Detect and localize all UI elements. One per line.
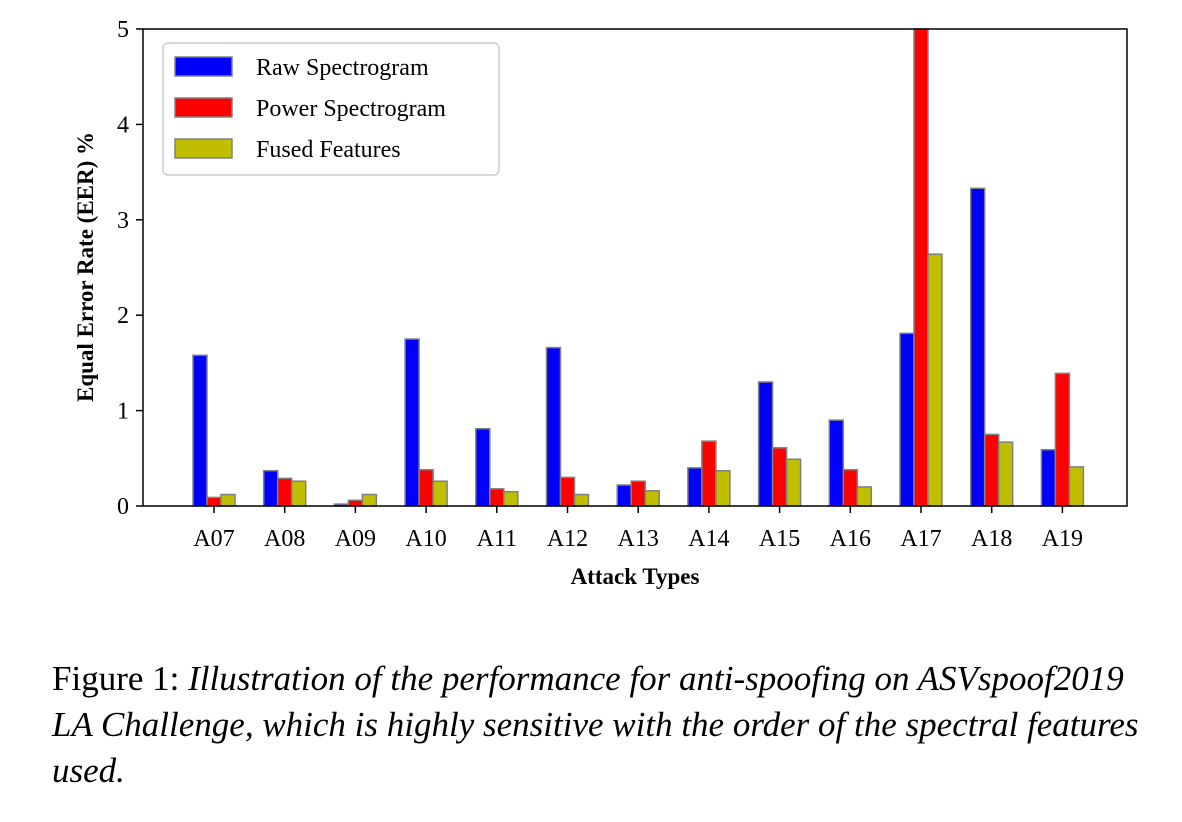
bar-a11-series-3 [503, 490, 519, 507]
bar-a09-series-2 [347, 499, 364, 507]
x-tick-label-a17: A17 [900, 526, 941, 552]
x-tick-label-a16: A16 [830, 526, 871, 552]
bar-a08-series-3 [290, 480, 307, 507]
legend-label-3: Fused Features [256, 137, 401, 163]
bar-a08-series-1 [262, 469, 279, 507]
y-axis-ticks: 0 1 2 3 4 5 [117, 17, 143, 520]
bar-a10-series-3 [432, 480, 448, 507]
y-tick-label: 1 [117, 399, 129, 425]
caption-label: Figure 1: [52, 659, 180, 698]
bar-a12-series-3 [573, 493, 590, 507]
caption-text: Illustration of the performance for anti… [52, 659, 1139, 790]
bar-a10-series-2 [418, 468, 434, 507]
bar-a15-series-1 [757, 381, 774, 507]
legend-label-1: Raw Spectrogram [256, 55, 429, 81]
legend-label-2: Power Spectrogram [256, 96, 446, 122]
bar-a07-series-1 [192, 354, 208, 507]
bar-a09-series-3 [361, 493, 378, 507]
y-axis-label: Equal Error Rate (EER) % [73, 132, 98, 402]
x-tick-label-a12: A12 [547, 526, 588, 552]
bar-a16-series-2 [842, 468, 859, 507]
bar-a07-series-2 [206, 496, 222, 507]
bar-a14-series-3 [715, 469, 731, 507]
legend-swatch-1 [174, 56, 233, 77]
bar-a17-series-2 [913, 28, 929, 507]
bars-group [192, 28, 1085, 507]
x-axis-ticks: A07 A08 A09 A10 A11 A12 A13 A14 A15 A16 A17 A18 A19 [193, 506, 1083, 552]
bar-a11-series-1 [475, 427, 491, 507]
legend-swatch-3 [174, 138, 233, 159]
x-tick-label-a10: A10 [405, 526, 446, 552]
y-tick-label: 0 [117, 494, 129, 520]
y-tick-label: 4 [117, 112, 129, 138]
bar-a14-series-2 [701, 440, 717, 507]
bar-a16-series-1 [828, 419, 845, 507]
x-tick-label-a14: A14 [688, 526, 729, 552]
bar-a12-series-2 [559, 476, 576, 507]
x-tick-label-a13: A13 [618, 526, 659, 552]
bar-a13-series-2 [630, 480, 646, 507]
legend: Raw Spectrogram Power Spectrogram Fused Fe… [162, 42, 500, 176]
bar-a12-series-1 [545, 346, 562, 507]
x-tick-label-a15: A15 [759, 526, 800, 552]
x-tick-label-a18: A18 [971, 526, 1012, 552]
bar-a19-series-1 [1040, 448, 1057, 507]
bar-a17-series-3 [927, 253, 943, 507]
bar-a19-series-3 [1068, 466, 1085, 507]
legend-swatch-2 [174, 97, 233, 118]
bar-a13-series-3 [644, 489, 660, 507]
figure-caption: Figure 1: Illustration of the performanc… [52, 656, 1147, 794]
bar-a15-series-2 [771, 447, 788, 507]
plot-frame [142, 28, 1128, 507]
x-tick-label-a07: A07 [193, 526, 234, 552]
bar-a18-series-1 [969, 187, 986, 507]
x-tick-label-a11: A11 [477, 526, 517, 552]
bar-a07-series-3 [220, 493, 236, 507]
bar-a18-series-2 [983, 433, 1000, 507]
x-tick-label-a19: A19 [1042, 526, 1083, 552]
y-tick-label: 5 [117, 17, 129, 43]
bar-a17-series-1 [899, 332, 915, 507]
bar-a08-series-2 [276, 477, 293, 507]
y-tick-label: 3 [117, 208, 129, 234]
bar-chart: 0 1 2 3 4 5 A07 A08 A09 A10 A11 A12 A13 A14 A15 A16 A17… [73, 17, 1128, 589]
legend-frame [162, 42, 500, 176]
x-tick-label-a08: A08 [264, 526, 305, 552]
bar-a14-series-1 [687, 467, 703, 507]
bar-a10-series-1 [404, 338, 420, 507]
x-tick-label-a09: A09 [335, 526, 376, 552]
bar-a16-series-3 [856, 486, 873, 507]
bar-a19-series-2 [1054, 372, 1071, 507]
bar-a13-series-1 [616, 484, 632, 507]
bar-a15-series-3 [785, 458, 802, 507]
bar-a11-series-2 [489, 488, 505, 507]
y-tick-label: 2 [117, 303, 129, 329]
bar-a18-series-3 [997, 441, 1014, 507]
x-axis-label: Attack Types [571, 564, 700, 589]
